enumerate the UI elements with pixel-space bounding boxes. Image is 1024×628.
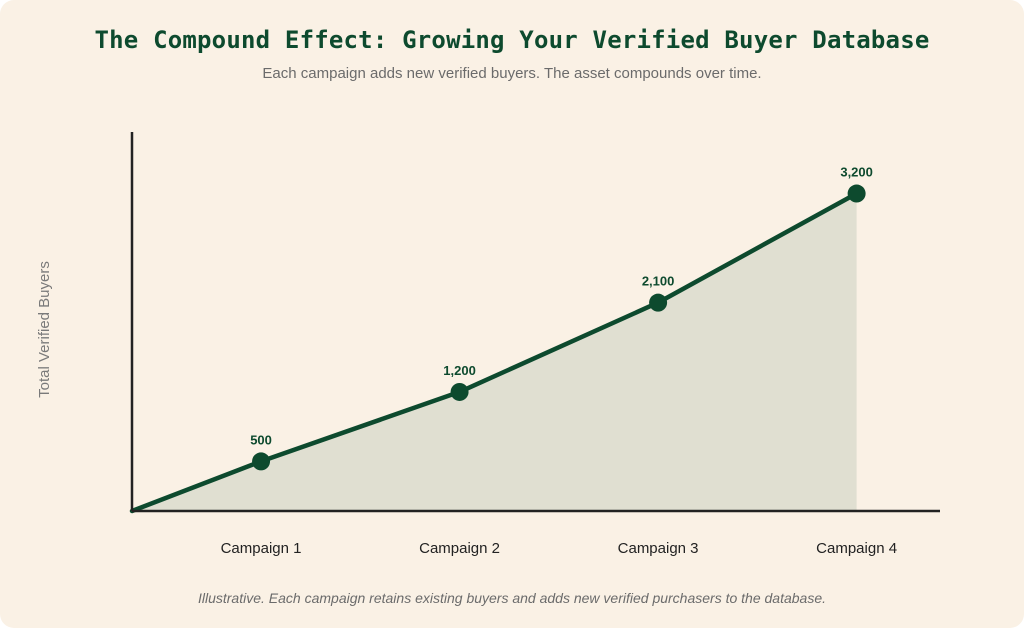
data-label: 1,200 bbox=[443, 363, 476, 378]
x-tick-label: Campaign 2 bbox=[419, 540, 500, 557]
x-tick-label: Campaign 3 bbox=[618, 540, 699, 557]
data-point bbox=[847, 184, 866, 203]
data-label: 500 bbox=[250, 432, 272, 447]
y-axis-label: Total Verified Buyers bbox=[36, 261, 53, 398]
x-tick-label: Campaign 1 bbox=[221, 540, 302, 557]
chart-subtitle: Each campaign adds new verified buyers. … bbox=[262, 65, 762, 82]
chart-footnote: Illustrative. Each campaign retains exis… bbox=[197, 590, 827, 606]
data-point bbox=[649, 293, 668, 312]
area-fill bbox=[132, 193, 857, 511]
data-label: 3,200 bbox=[840, 165, 873, 180]
data-label: 2,100 bbox=[642, 274, 675, 289]
data-point bbox=[252, 452, 271, 471]
x-tick-label: Campaign 4 bbox=[816, 540, 897, 557]
chart-title: The Compound Effect: Growing Your Verifi… bbox=[94, 26, 930, 54]
data-point bbox=[450, 382, 469, 401]
